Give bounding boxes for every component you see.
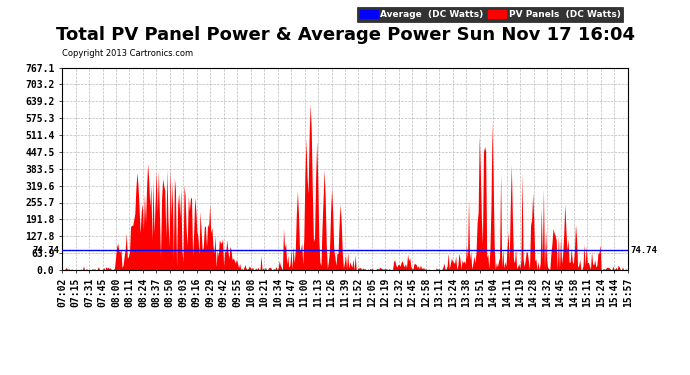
Text: Copyright 2013 Cartronics.com: Copyright 2013 Cartronics.com	[62, 49, 193, 58]
Text: 74.74: 74.74	[32, 246, 59, 255]
Text: Total PV Panel Power & Average Power Sun Nov 17 16:04: Total PV Panel Power & Average Power Sun…	[55, 26, 635, 44]
Legend: Average  (DC Watts), PV Panels  (DC Watts): Average (DC Watts), PV Panels (DC Watts)	[357, 7, 623, 22]
Text: 74.74: 74.74	[631, 246, 658, 255]
